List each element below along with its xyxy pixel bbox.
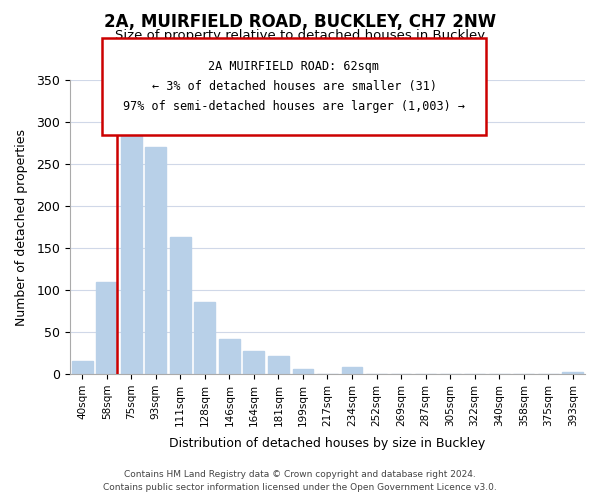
Text: Size of property relative to detached houses in Buckley: Size of property relative to detached ho… [115,29,485,42]
Bar [72,360,92,374]
Bar [293,369,313,374]
Bar [268,356,289,374]
X-axis label: Distribution of detached houses by size in Buckley: Distribution of detached houses by size … [169,437,485,450]
Bar [341,368,362,374]
Text: Contains HM Land Registry data © Crown copyright and database right 2024.
Contai: Contains HM Land Registry data © Crown c… [103,470,497,492]
Text: 2A MUIRFIELD ROAD: 62sqm
← 3% of detached houses are smaller (31)
97% of semi-de: 2A MUIRFIELD ROAD: 62sqm ← 3% of detache… [123,60,465,113]
Y-axis label: Number of detached properties: Number of detached properties [15,128,28,326]
Bar [244,350,265,374]
Bar [219,339,240,374]
Bar [145,147,166,374]
Bar [121,128,142,374]
Bar [194,302,215,374]
Bar [170,237,191,374]
Bar [96,282,117,374]
Bar [562,372,583,374]
Text: 2A, MUIRFIELD ROAD, BUCKLEY, CH7 2NW: 2A, MUIRFIELD ROAD, BUCKLEY, CH7 2NW [104,12,496,30]
